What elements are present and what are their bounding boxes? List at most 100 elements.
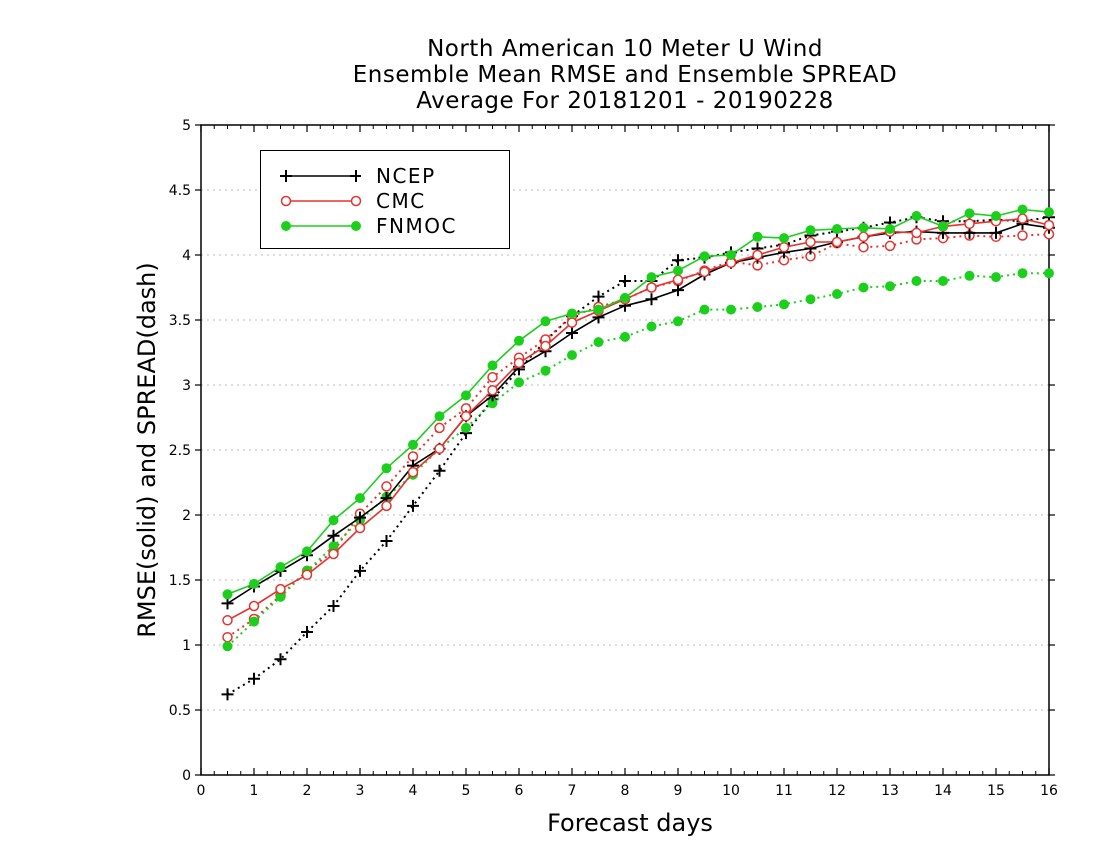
x-tick-label: 11 xyxy=(775,783,793,799)
data-point-fnmoc-spread xyxy=(249,616,259,627)
data-point-cmc-rmse xyxy=(248,600,260,612)
x-tick-label: 7 xyxy=(568,783,577,799)
x-tick-label: 10 xyxy=(722,783,740,799)
data-point-fnmoc-rmse xyxy=(434,411,445,422)
data-point-fnmoc-rmse xyxy=(832,224,842,234)
data-point-cmc-rmse xyxy=(646,282,657,293)
legend-label-ncep: NCEP xyxy=(376,164,436,188)
y-tick-label: 3 xyxy=(182,378,191,394)
data-point-cmc-rmse xyxy=(964,218,975,230)
data-point-cmc-spread xyxy=(434,422,445,434)
data-point-ncep-rmse xyxy=(354,511,366,524)
x-tick-label: 13 xyxy=(881,783,899,799)
data-point-ncep-rmse xyxy=(672,284,684,297)
data-point-fnmoc-rmse xyxy=(1044,207,1054,218)
data-point-ncep-spread xyxy=(354,564,366,577)
x-tick-label: 4 xyxy=(409,783,418,799)
legend-label-fnmoc: FNMOC xyxy=(376,214,457,238)
series-line-cmc-spread xyxy=(226,233,1050,639)
x-tick-label: 6 xyxy=(515,783,524,799)
chart-title-line-2: Ensemble Mean RMSE and Ensemble SPREAD xyxy=(352,62,898,88)
y-tick-label: 0.5 xyxy=(169,703,191,719)
data-point-fnmoc-spread xyxy=(487,398,498,409)
data-point-fnmoc-spread xyxy=(593,337,604,348)
data-point-cmc-rmse xyxy=(222,615,233,626)
data-point-ncep-spread xyxy=(592,290,605,303)
data-point-fnmoc-spread xyxy=(1044,268,1054,279)
data-point-fnmoc-rmse xyxy=(222,589,233,600)
data-point-cmc-rmse xyxy=(752,249,763,261)
data-point-cmc-spread xyxy=(858,241,869,253)
data-point-ncep-rmse xyxy=(566,327,578,339)
data-point-ncep-rmse xyxy=(990,226,1002,239)
data-point-fnmoc-rmse xyxy=(328,515,339,526)
data-point-cmc-spread xyxy=(222,631,233,643)
data-point-fnmoc-rmse xyxy=(275,562,286,572)
data-point-fnmoc-spread xyxy=(567,350,577,361)
data-point-fnmoc-spread xyxy=(964,270,975,281)
legend-swatch-fnmoc xyxy=(281,221,361,231)
data-point-cmc-rmse xyxy=(831,236,843,248)
x-tick-label: 3 xyxy=(356,783,365,799)
data-point-cmc-rmse xyxy=(434,443,445,454)
series-line-ncep-spread xyxy=(226,216,1050,696)
y-tick-label: 1.5 xyxy=(169,573,191,589)
y-axis-label: RMSE(solid) and SPREAD(dash) xyxy=(133,262,161,638)
data-point-cmc-rmse xyxy=(460,410,472,422)
data-point-fnmoc-spread xyxy=(699,304,710,315)
data-point-cmc-rmse xyxy=(513,357,525,369)
data-point-fnmoc-rmse xyxy=(540,316,551,327)
data-point-fnmoc-rmse xyxy=(646,272,657,283)
data-point-fnmoc-spread xyxy=(991,272,1001,283)
data-point-fnmoc-spread xyxy=(752,302,763,312)
data-point-cmc-rmse xyxy=(381,500,392,512)
data-point-fnmoc-spread xyxy=(726,304,736,315)
data-point-fnmoc-rmse xyxy=(514,335,524,346)
y-tick-label: 3.5 xyxy=(169,313,191,329)
series-line-fnmoc-spread xyxy=(226,272,1049,648)
data-point-fnmoc-rmse xyxy=(779,233,789,244)
legend-item-ncep: NCEP xyxy=(261,164,511,190)
data-point-fnmoc-rmse xyxy=(938,221,948,232)
data-point-cmc-rmse xyxy=(540,340,551,352)
data-point-fnmoc-rmse xyxy=(620,292,630,303)
data-point-cmc-rmse xyxy=(407,466,419,478)
data-point-ncep-spread xyxy=(380,535,393,547)
data-point-fnmoc-rmse xyxy=(885,224,895,234)
data-point-fnmoc-spread xyxy=(514,377,524,388)
data-point-cmc-rmse xyxy=(275,583,286,595)
chart-title-line-3: Average For 20181201 - 20190228 xyxy=(416,88,834,114)
x-tick-label: 12 xyxy=(828,783,846,799)
data-point-cmc-rmse xyxy=(354,522,366,534)
data-point-ncep-spread xyxy=(672,254,684,267)
data-point-cmc-spread xyxy=(884,240,896,252)
data-point-ncep-rmse xyxy=(221,597,234,610)
data-point-fnmoc-rmse xyxy=(461,390,471,401)
data-point-fnmoc-rmse xyxy=(752,231,763,242)
y-tick-label: 5 xyxy=(182,118,191,134)
data-point-cmc-rmse xyxy=(778,241,790,253)
x-tick-label: 14 xyxy=(934,783,952,799)
data-point-fnmoc-rmse xyxy=(355,493,365,504)
data-point-fnmoc-spread xyxy=(620,331,630,342)
data-point-ncep-spread xyxy=(301,626,313,638)
x-tick-label: 15 xyxy=(987,783,1005,799)
x-axis-label: Forecast days xyxy=(547,809,713,837)
data-point-cmc-rmse xyxy=(1017,213,1028,224)
x-tick-label: 2 xyxy=(303,783,312,799)
x-tick-label: 1 xyxy=(250,783,259,799)
y-tick-label: 2.5 xyxy=(169,443,191,459)
data-point-cmc-rmse xyxy=(911,227,922,239)
y-tick-label: 4.5 xyxy=(169,183,191,199)
data-point-fnmoc-spread xyxy=(540,365,551,376)
data-point-fnmoc-rmse xyxy=(673,265,683,276)
data-point-fnmoc-rmse xyxy=(408,439,418,450)
data-point-cmc-spread xyxy=(1017,230,1028,241)
data-point-fnmoc-spread xyxy=(858,282,869,293)
data-point-fnmoc-spread xyxy=(805,294,816,305)
data-point-fnmoc-rmse xyxy=(699,251,710,262)
y-tick-label: 1 xyxy=(182,638,191,654)
x-tick-label: 8 xyxy=(621,783,630,799)
data-point-cmc-spread xyxy=(487,371,498,383)
